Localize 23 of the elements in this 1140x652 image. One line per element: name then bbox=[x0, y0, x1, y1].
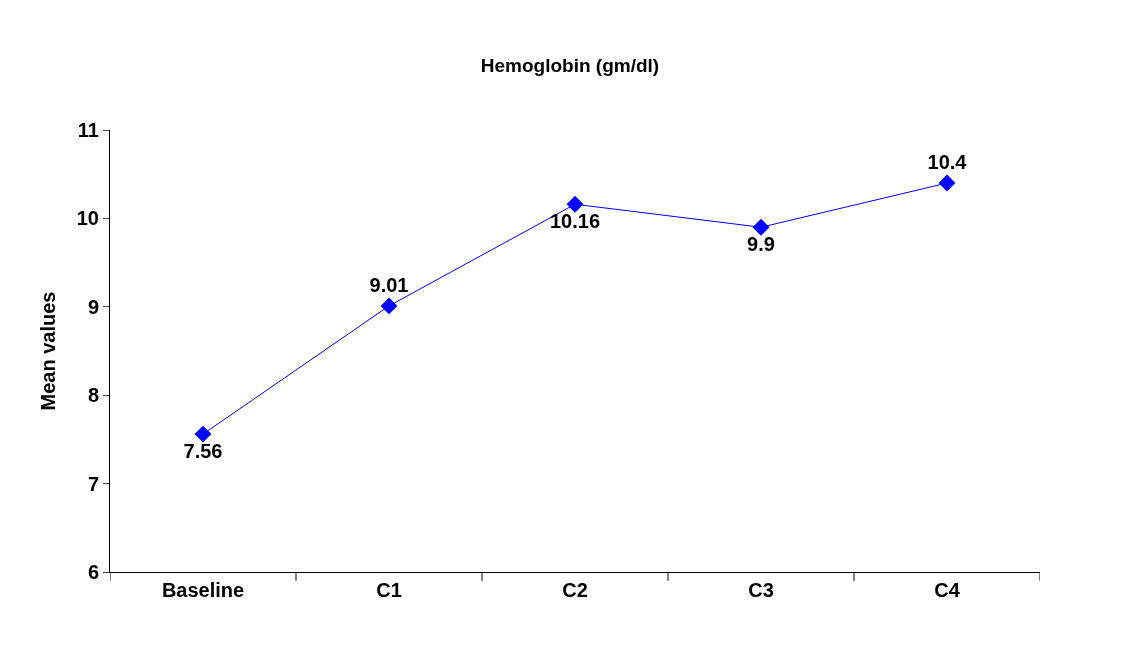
y-tick-label: 8 bbox=[87, 384, 99, 407]
x-tick-label: C3 bbox=[748, 579, 774, 601]
y-tick-label: 11 bbox=[77, 119, 99, 141]
y-axis-title: Mean values bbox=[37, 291, 60, 411]
data-label: 9.9 bbox=[747, 233, 775, 256]
x-tick-label: C2 bbox=[562, 579, 588, 601]
point bbox=[752, 218, 770, 236]
y-tick-label: 7 bbox=[87, 472, 99, 495]
point bbox=[938, 174, 956, 192]
x-tick-label: C1 bbox=[376, 579, 402, 601]
data-label: 7.56 bbox=[183, 440, 223, 463]
point bbox=[566, 195, 584, 213]
x-tick-label: C4 bbox=[934, 579, 961, 601]
y-tick-label: 6 bbox=[87, 561, 99, 583]
data-label: 10.4 bbox=[927, 150, 968, 173]
chart-title: Hemoglobin (gm/dl) bbox=[480, 54, 660, 76]
y-tick-label: 9 bbox=[87, 295, 99, 318]
data-label: 10.16 bbox=[549, 210, 601, 233]
data-label: 9.01 bbox=[369, 273, 409, 296]
point bbox=[194, 425, 212, 443]
y-tick-label: 10 bbox=[76, 207, 99, 230]
point bbox=[380, 297, 398, 315]
x-tick-label: Baseline bbox=[161, 579, 245, 601]
